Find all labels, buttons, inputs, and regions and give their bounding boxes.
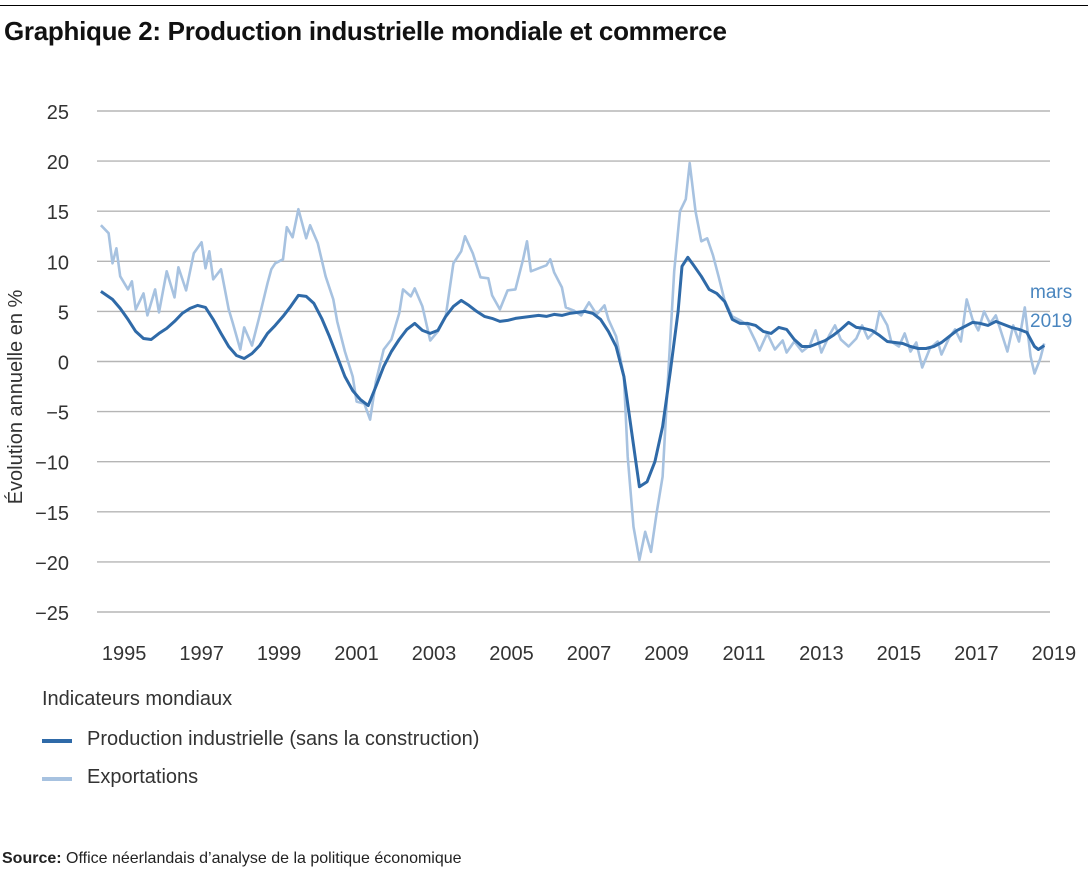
x-tick-label: 2003 xyxy=(412,643,457,665)
annotation-month: mars xyxy=(1030,282,1072,303)
legend-title: Indicateurs mondiaux xyxy=(42,688,233,710)
source-note: Source: Office néerlandais d’analyse de … xyxy=(2,850,462,868)
page-title: Graphique 2: Production industrielle mon… xyxy=(4,16,727,46)
x-tick-label: 2001 xyxy=(334,643,379,665)
legend-swatch-exports xyxy=(42,777,72,781)
series-line-production xyxy=(100,255,1046,489)
y-tick-label: 10 xyxy=(47,252,69,274)
x-tick-label: 1999 xyxy=(257,643,302,665)
y-tick-label: 15 xyxy=(47,202,69,224)
legend-label-production: Production industrielle (sans la constru… xyxy=(87,728,480,750)
y-tick-label: 5 xyxy=(58,302,69,324)
annotation-year: 2019 xyxy=(1030,311,1072,332)
x-tick-label: 2007 xyxy=(567,643,612,665)
y-tick-label: 25 xyxy=(47,102,69,124)
top-rule xyxy=(0,5,1088,6)
y-tick-label: 20 xyxy=(47,152,69,174)
legend-swatch-production xyxy=(42,739,72,743)
grid-lines xyxy=(97,110,1050,613)
x-tick-label: 2011 xyxy=(722,643,765,665)
series-line-exports xyxy=(99,161,1046,562)
x-tick-label: 2019 xyxy=(1032,643,1077,665)
x-tick-label: 2013 xyxy=(799,643,844,665)
y-tick-label: −20 xyxy=(35,553,69,575)
y-axis-label: Évolution annuelle en % xyxy=(4,289,27,504)
y-tick-label: −15 xyxy=(35,503,69,525)
y-tick-labels: 25 20 15 10 5 0 −5 −10 −15 −20 −25 xyxy=(35,102,69,625)
y-tick-label: −10 xyxy=(35,453,69,475)
source-label: Source: xyxy=(2,850,62,867)
legend-label-exports: Exportations xyxy=(87,766,199,788)
x-tick-label: 1995 xyxy=(102,643,147,665)
y-tick-label: −25 xyxy=(35,603,69,625)
x-tick-labels: 1995 1997 1999 2001 2003 2005 2007 2009 2011 2013… xyxy=(102,643,1076,665)
series-lines xyxy=(99,161,1046,562)
x-tick-label: 1997 xyxy=(179,643,224,665)
source-text: Office néerlandais d’analyse de la polit… xyxy=(66,850,462,867)
y-tick-label: 0 xyxy=(58,353,69,375)
x-tick-label: 2005 xyxy=(489,643,534,665)
y-tick-label: −5 xyxy=(46,403,69,425)
x-tick-label: 2017 xyxy=(954,643,999,665)
x-tick-label: 2015 xyxy=(877,643,922,665)
x-tick-label: 2009 xyxy=(644,643,689,665)
